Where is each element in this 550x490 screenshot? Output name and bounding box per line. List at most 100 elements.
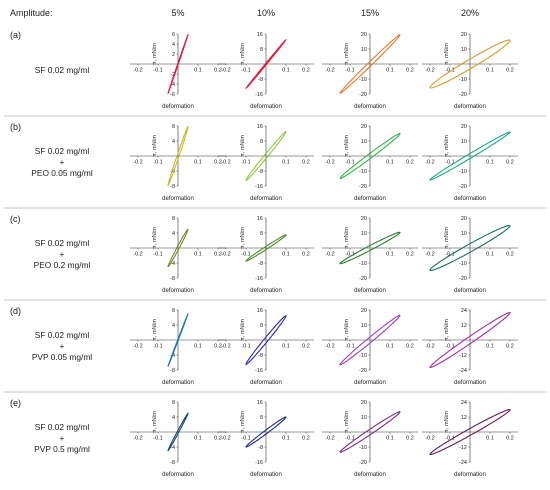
figure-row-b: (b) SF 0.02 mg/ml+PEO 0.05 mg/ml -0.2 -0.1 0… xyxy=(10,122,518,202)
y-tick-label: -16 xyxy=(255,276,263,282)
y-tick-label: -8 xyxy=(258,353,263,359)
x-tick-label: 0.1 xyxy=(486,436,494,442)
hysteresis-panel: -0.2 -0.1 0.1 0.2 16 8 -8 -16 π, mN/m deformation xyxy=(218,124,314,202)
y-tick-label: -10 xyxy=(359,169,367,175)
y-tick-label: -24 xyxy=(459,368,467,374)
y-axis-label: π, mN/m xyxy=(344,43,350,65)
y-tick-label: -8 xyxy=(258,169,263,175)
hysteresis-loop xyxy=(339,231,401,265)
x-axis-label: deformation xyxy=(250,288,282,294)
x-tick-label: 0.1 xyxy=(194,160,202,166)
y-tick-label: -8 xyxy=(170,184,175,190)
x-tick-label: -0.1 xyxy=(241,160,250,166)
x-tick-label: -0.2 xyxy=(325,160,334,166)
y-tick-label: -20 xyxy=(359,276,367,282)
y-axis-label: π, mN/m xyxy=(344,227,350,249)
x-axis-label: deformation xyxy=(162,104,194,110)
hysteresis-panel: -0.2 -0.1 0.1 0.2 24 12 -12 -24 π, mN/m deformati… xyxy=(422,308,518,386)
y-tick-label: -10 xyxy=(359,353,367,359)
row-label: (b) xyxy=(10,122,21,132)
x-tick-label: -0.2 xyxy=(425,68,434,74)
row-label: (e) xyxy=(10,398,21,408)
y-tick-label: -10 xyxy=(359,445,367,451)
y-tick-label: -16 xyxy=(255,92,263,98)
hysteresis-loop xyxy=(245,39,287,89)
x-tick-label: 0.1 xyxy=(486,160,494,166)
x-tick-label: -0.1 xyxy=(153,68,162,74)
x-axis-label: deformation xyxy=(162,288,194,294)
x-tick-label: -0.1 xyxy=(153,436,162,442)
y-tick-label: 20 xyxy=(361,308,367,314)
hysteresis-panel: -0.2 -0.1 0.1 0.2 20 10 -10 -20 π, mN/m deformati… xyxy=(322,32,418,110)
x-tick-label: -0.1 xyxy=(445,436,454,442)
sample-description-line: PVP 0.5 mg/ml xyxy=(34,444,90,454)
x-tick-label: 0.1 xyxy=(194,252,202,258)
y-tick-label: -12 xyxy=(459,353,467,359)
x-tick-label: -0.2 xyxy=(325,344,334,350)
x-axis-label: deformation xyxy=(354,196,386,202)
x-tick-label: -0.1 xyxy=(345,436,354,442)
x-axis-label: deformation xyxy=(250,472,282,478)
x-axis-label: deformation xyxy=(354,104,386,110)
hysteresis-loop xyxy=(339,34,401,94)
y-tick-label: -20 xyxy=(359,92,367,98)
x-tick-label: -0.2 xyxy=(325,68,334,74)
x-tick-label: 0.2 xyxy=(302,252,310,258)
y-tick-label: 8 xyxy=(260,323,263,329)
y-axis-label: π, mN/m xyxy=(444,411,450,433)
x-tick-label: -0.1 xyxy=(445,252,454,258)
y-tick-label: 16 xyxy=(257,308,263,314)
hysteresis-loop xyxy=(339,411,401,453)
y-tick-label: 20 xyxy=(461,124,467,130)
y-axis-label: π, mN/m xyxy=(444,227,450,249)
hysteresis-panel: -0.2 -0.1 0.1 0.2 8 4 -4 -8 π, mN/m deformation xyxy=(130,400,226,478)
y-tick-label: -2 xyxy=(170,72,175,78)
hysteresis-panel: -0.2 -0.1 0.1 0.2 16 8 -8 -16 π, mN/m deformation xyxy=(218,32,314,110)
y-axis-label: π, mN/m xyxy=(444,43,450,65)
y-tick-label: -8 xyxy=(258,77,263,83)
x-tick-label: -0.2 xyxy=(221,68,230,74)
amplitude-20pct-label: 20% xyxy=(461,8,479,18)
y-tick-label: 4 xyxy=(172,42,175,48)
y-tick-label: 10 xyxy=(361,47,367,53)
y-tick-label: 8 xyxy=(260,47,263,53)
y-tick-label: 8 xyxy=(260,415,263,421)
sample-description-line: SF 0.02 mg/ml xyxy=(35,65,90,75)
y-tick-label: 2 xyxy=(172,52,175,58)
y-tick-label: -10 xyxy=(359,77,367,83)
y-tick-label: 8 xyxy=(172,400,175,406)
x-axis-label: deformation xyxy=(250,380,282,386)
amplitude-label: Amplitude: xyxy=(10,8,53,18)
sample-description-line: SF 0.02 mg/ml xyxy=(35,422,90,432)
figure-row-c: (c) SF 0.02 mg/ml+PEO 0.2 mg/ml -0.2 -0.1 0.… xyxy=(10,214,518,294)
hysteresis-loop xyxy=(429,408,511,456)
hysteresis-panel: -0.2 -0.1 0.1 0.2 20 10 -10 -20 π, mN/m deformati… xyxy=(422,32,518,110)
x-tick-label: 0.1 xyxy=(194,68,202,74)
y-tick-label: -10 xyxy=(459,261,467,267)
hysteresis-panel: -0.2 -0.1 0.1 0.2 16 8 -8 -16 π, mN/m deformation xyxy=(218,308,314,386)
x-tick-label: 0.2 xyxy=(506,252,514,258)
y-tick-label: -10 xyxy=(459,77,467,83)
x-tick-label: 0.1 xyxy=(486,252,494,258)
x-tick-label: 0.1 xyxy=(282,68,290,74)
x-tick-label: 0.2 xyxy=(406,344,414,350)
y-tick-label: -8 xyxy=(170,368,175,374)
y-tick-label: 4 xyxy=(172,415,175,421)
y-axis-label: π, mN/m xyxy=(344,135,350,157)
x-tick-label: 0.2 xyxy=(302,160,310,166)
x-tick-label: 0.2 xyxy=(302,68,310,74)
x-tick-label: 0.1 xyxy=(386,160,394,166)
y-tick-label: -20 xyxy=(359,460,367,466)
y-axis-label: π, mN/m xyxy=(152,43,158,65)
y-tick-label: 12 xyxy=(461,323,467,329)
y-tick-label: -8 xyxy=(258,261,263,267)
x-tick-label: -0.2 xyxy=(133,344,142,350)
x-tick-label: 0.2 xyxy=(406,252,414,258)
hysteresis-loop xyxy=(429,311,511,369)
sample-description-line: + xyxy=(60,433,65,443)
sample-description-line: PEO 0.2 mg/ml xyxy=(34,260,91,270)
y-axis-label: π, mN/m xyxy=(444,319,450,341)
x-tick-label: -0.2 xyxy=(133,252,142,258)
sample-description-line: PVP 0.05 mg/ml xyxy=(32,352,92,362)
